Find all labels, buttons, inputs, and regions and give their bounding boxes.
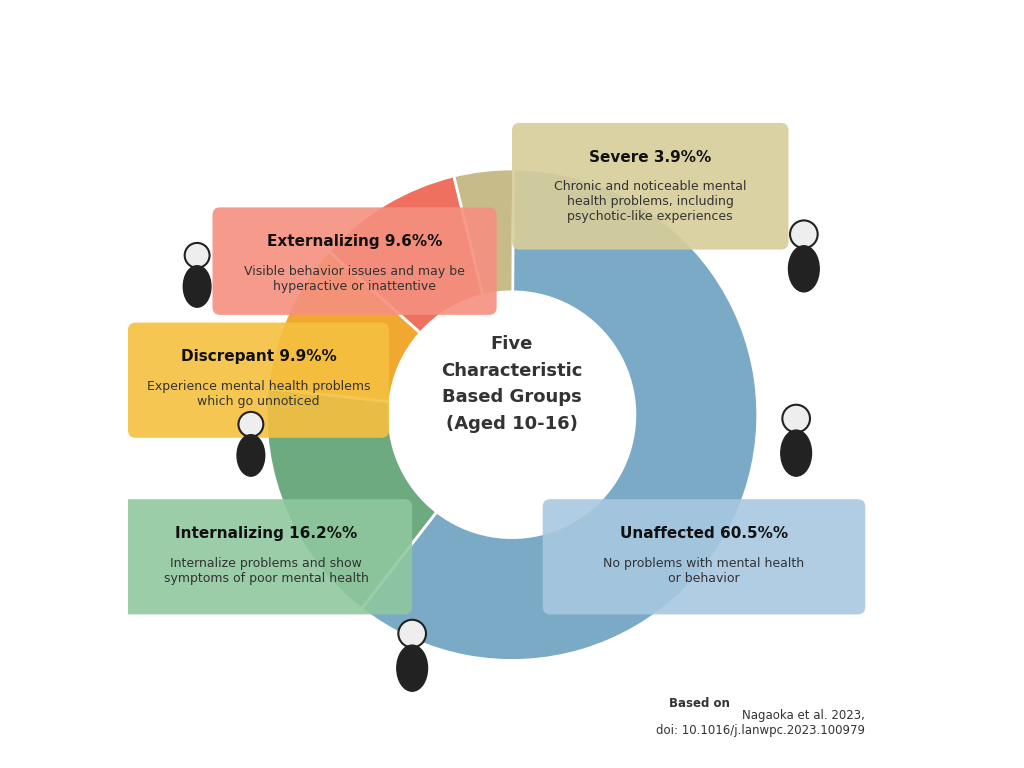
Ellipse shape: [780, 430, 811, 476]
FancyBboxPatch shape: [512, 123, 788, 250]
Circle shape: [398, 620, 426, 647]
Text: Externalizing 9.6%%: Externalizing 9.6%%: [267, 234, 442, 250]
Wedge shape: [266, 389, 436, 609]
Text: Chronic and noticeable mental
health problems, including
psychotic-like experien: Chronic and noticeable mental health pro…: [554, 180, 746, 223]
Ellipse shape: [396, 645, 428, 691]
Text: Five
Characteristic
Based Groups
(Aged 10-16): Five Characteristic Based Groups (Aged 1…: [441, 336, 583, 432]
Text: Discrepant 9.9%%: Discrepant 9.9%%: [180, 349, 337, 365]
Text: Unaffected 60.5%%: Unaffected 60.5%%: [620, 526, 788, 541]
Circle shape: [239, 412, 263, 437]
Text: Experience mental health problems
which go unnoticed: Experience mental health problems which …: [146, 380, 371, 408]
Ellipse shape: [237, 435, 264, 476]
Wedge shape: [329, 176, 483, 333]
Circle shape: [791, 220, 817, 248]
Circle shape: [782, 405, 810, 432]
Wedge shape: [267, 251, 420, 402]
Wedge shape: [361, 169, 758, 660]
FancyBboxPatch shape: [213, 207, 497, 315]
Text: Visible behavior issues and may be
hyperactive or inattentive: Visible behavior issues and may be hyper…: [244, 265, 465, 293]
Text: Based on: Based on: [670, 697, 730, 710]
Ellipse shape: [788, 246, 819, 292]
Circle shape: [184, 243, 210, 268]
Text: Internalize problems and show
symptoms of poor mental health: Internalize problems and show symptoms o…: [164, 557, 369, 584]
Wedge shape: [454, 169, 514, 296]
FancyBboxPatch shape: [543, 499, 865, 614]
FancyBboxPatch shape: [121, 499, 412, 614]
Text: Nagaoka et al. 2023,
doi: 10.1016/j.lanwpc.2023.100979: Nagaoka et al. 2023, doi: 10.1016/j.lanw…: [656, 710, 865, 737]
Text: Internalizing 16.2%%: Internalizing 16.2%%: [175, 526, 357, 541]
FancyBboxPatch shape: [128, 323, 389, 438]
Ellipse shape: [183, 266, 211, 307]
Text: Severe 3.9%%: Severe 3.9%%: [589, 150, 712, 165]
Text: No problems with mental health
or behavior: No problems with mental health or behavi…: [603, 557, 805, 584]
